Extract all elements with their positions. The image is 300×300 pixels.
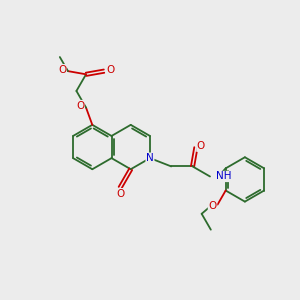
Text: N: N xyxy=(146,153,154,163)
Text: NH: NH xyxy=(217,172,232,182)
Text: O: O xyxy=(106,65,114,75)
Text: O: O xyxy=(116,189,124,199)
Text: O: O xyxy=(197,141,205,151)
Text: O: O xyxy=(208,201,217,211)
Text: O: O xyxy=(76,100,84,110)
Text: O: O xyxy=(58,64,66,75)
